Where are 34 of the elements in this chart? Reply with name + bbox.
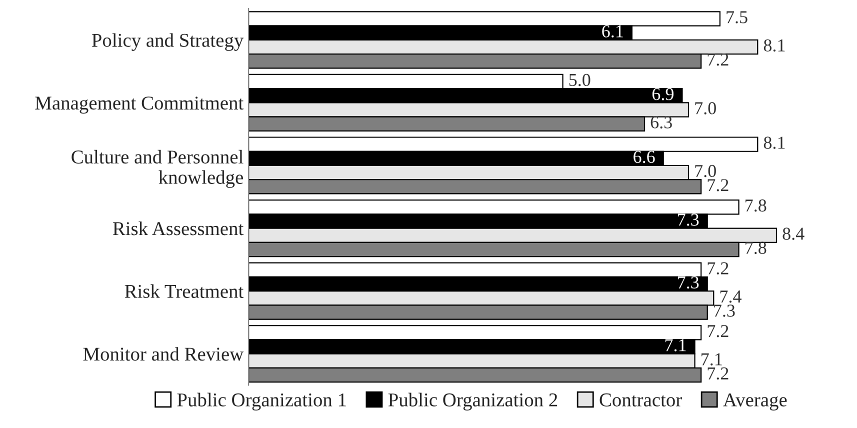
data-label: 7.3	[714, 304, 735, 317]
data-label: 5.0	[569, 74, 590, 86]
y-tick-label: Policy and Strategy	[92, 33, 244, 51]
legend-label: Public Organization 2	[388, 392, 558, 410]
data-label: 7.8	[746, 199, 766, 212]
data-label: 7.0	[695, 102, 716, 114]
data-label: 8.1	[764, 39, 785, 52]
y-tick-label: Management Commitment	[35, 96, 244, 114]
data-label: 7.1	[665, 339, 686, 352]
data-label: 6.9	[652, 88, 674, 100]
data-label: 7.3	[678, 276, 699, 289]
y-tick-label: Risk Treatment	[124, 284, 244, 298]
data-label: 7.2	[708, 367, 728, 380]
data-label: 8.1	[764, 136, 785, 149]
data-label: 7.1	[702, 353, 722, 366]
data-label: 7.2	[708, 262, 728, 274]
y-tick-label: Culture and Personnel knowledge	[72, 150, 244, 188]
data-label: 7.5	[726, 11, 748, 24]
data-label: 7.3	[678, 214, 699, 226]
data-label: 7.0	[695, 164, 716, 178]
data-label: 7.2	[708, 54, 728, 66]
legend-label: Average	[723, 393, 787, 410]
data-label: 7.2	[708, 179, 728, 192]
data-label: 7.8	[746, 242, 766, 254]
y-tick-label: Risk Assessment	[112, 222, 244, 236]
data-label: 6.3	[650, 116, 672, 129]
legend-label: Public Organization 1	[177, 392, 346, 410]
data-label: 6.1	[602, 25, 623, 38]
legend-label: Contractor	[600, 393, 682, 406]
data-label: 7.2	[708, 325, 728, 338]
data-label: 8.4	[782, 228, 804, 240]
y-tick-label: Monitor and Review	[83, 347, 244, 361]
data-label: 6.6	[634, 150, 655, 164]
data-label: 7.4	[720, 290, 742, 303]
